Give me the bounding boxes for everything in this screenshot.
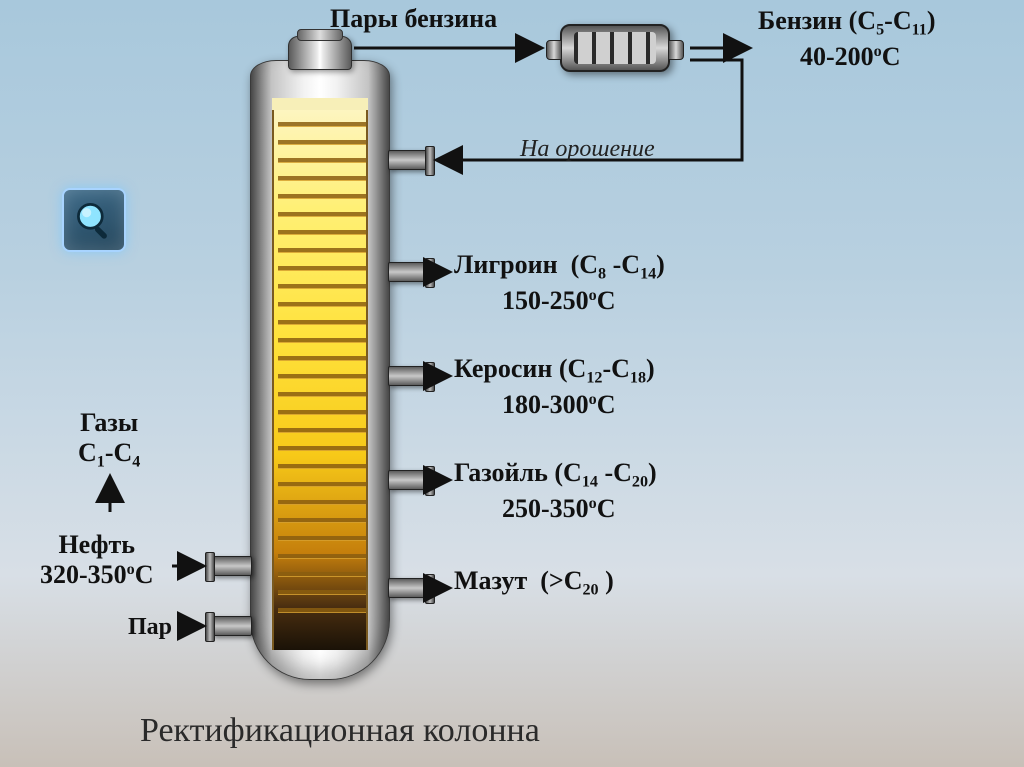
tray [278,482,366,486]
label-steam: Пар [128,614,172,641]
diagram-canvas: Пары бензина Бензин (C5-C11) 40-200oC На… [0,0,1024,767]
outlet-reflux [388,150,428,170]
label-kerosene-temp: 180-300oC [502,390,616,420]
label-crude: Нефть 320-350oC [40,530,154,590]
tray [278,518,366,522]
tray [278,284,366,288]
tray [278,410,366,414]
condenser [560,24,670,72]
tray [278,392,366,396]
tray [278,122,366,126]
tray [278,428,366,432]
label-benzine: Бензин (C5-C11) [758,6,936,40]
column-cutaway [272,110,368,650]
tray [278,338,366,342]
tray [278,554,366,558]
tray [278,212,366,216]
label-ligroin-temp: 150-250oC [502,286,616,316]
diagram-title: Ректификационная колонна [140,712,540,750]
tray [278,176,366,180]
label-reflux: На орошение [520,136,655,163]
magnifier-icon [72,198,116,242]
label-gasoil-temp: 250-350oC [502,494,616,524]
label-gasoil: Газойль (C14 -C20) [454,458,657,492]
tray [278,266,366,270]
label-gases: Газы C1-C4 [78,408,140,472]
label-vapor: Пары бензина [330,4,497,34]
tray [278,536,366,540]
tray [278,608,366,612]
tray [278,500,366,504]
tray [278,464,366,468]
column-top-cap [288,36,352,70]
label-benzine-temp: 40-200oC [800,42,901,72]
outlet-ligroin [388,262,428,282]
tray [278,572,366,576]
outlet-gasoil [388,470,428,490]
inlet-steam [212,616,252,636]
tray [278,140,366,144]
outlet-kerosene [388,366,428,386]
tray [278,158,366,162]
outlet-mazut [388,578,428,598]
tray [278,320,366,324]
tray [278,230,366,234]
label-ligroin: Лигроин (C8 -C14) [454,250,665,284]
label-mazut: Мазут (>C20 ) [454,566,614,600]
inlet-crude [212,556,252,576]
zoom-button[interactable] [62,188,126,252]
label-kerosene: Керосин (C12-C18) [454,354,655,388]
tray [278,374,366,378]
tray [278,446,366,450]
tray [278,302,366,306]
tray [278,194,366,198]
tray [278,356,366,360]
tray [278,590,366,594]
tray [278,248,366,252]
